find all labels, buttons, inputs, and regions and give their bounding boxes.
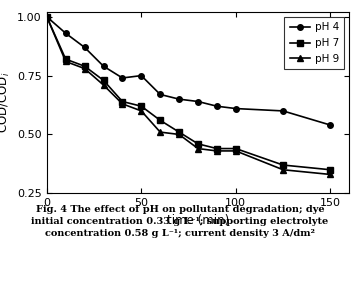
Line: pH 7: pH 7 bbox=[44, 14, 333, 172]
pH 4 bbox=[177, 97, 181, 101]
pH 7 bbox=[234, 147, 238, 150]
Text: Fig. 4 The effect of pH on pollutant degradation; dye
initial concentration 0.33: Fig. 4 The effect of pH on pollutant deg… bbox=[31, 205, 329, 238]
Line: pH 4: pH 4 bbox=[44, 14, 333, 128]
pH 4 bbox=[45, 15, 49, 19]
pH 7 bbox=[82, 64, 87, 68]
pH 7 bbox=[328, 168, 333, 172]
X-axis label: time (min): time (min) bbox=[167, 214, 229, 227]
pH 9 bbox=[45, 15, 49, 19]
pH 7 bbox=[215, 147, 219, 150]
pH 9 bbox=[120, 102, 125, 106]
pH 7 bbox=[45, 15, 49, 19]
pH 4 bbox=[120, 76, 125, 80]
pH 7 bbox=[64, 57, 68, 61]
pH 4 bbox=[102, 64, 106, 68]
pH 9 bbox=[196, 147, 200, 150]
pH 7 bbox=[281, 163, 285, 167]
pH 4 bbox=[196, 100, 200, 103]
pH 9 bbox=[102, 83, 106, 87]
pH 9 bbox=[158, 130, 162, 134]
pH 7 bbox=[139, 104, 144, 108]
pH 7 bbox=[158, 118, 162, 122]
pH 4 bbox=[158, 93, 162, 96]
pH 9 bbox=[177, 133, 181, 136]
pH 9 bbox=[139, 109, 144, 113]
pH 4 bbox=[215, 104, 219, 108]
Line: pH 9: pH 9 bbox=[44, 14, 333, 177]
pH 4 bbox=[139, 74, 144, 77]
pH 7 bbox=[196, 142, 200, 146]
pH 7 bbox=[177, 130, 181, 134]
pH 4 bbox=[234, 107, 238, 110]
pH 9 bbox=[64, 60, 68, 63]
Legend: pH 4, pH 7, pH 9: pH 4, pH 7, pH 9 bbox=[284, 17, 344, 69]
pH 4 bbox=[281, 109, 285, 113]
pH 4 bbox=[328, 123, 333, 127]
pH 4 bbox=[82, 46, 87, 49]
pH 4 bbox=[64, 31, 68, 35]
pH 9 bbox=[215, 149, 219, 153]
pH 9 bbox=[234, 149, 238, 153]
pH 9 bbox=[82, 67, 87, 70]
pH 7 bbox=[120, 100, 125, 103]
Y-axis label: COD/COD$_i$: COD/COD$_i$ bbox=[0, 72, 12, 133]
pH 9 bbox=[328, 173, 333, 176]
pH 7 bbox=[102, 79, 106, 82]
pH 9 bbox=[281, 168, 285, 172]
